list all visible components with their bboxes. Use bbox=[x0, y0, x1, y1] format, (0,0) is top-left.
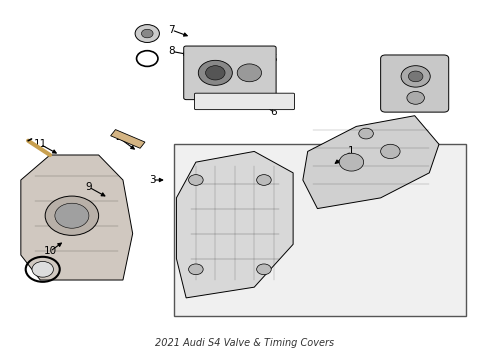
FancyBboxPatch shape bbox=[194, 93, 294, 110]
Circle shape bbox=[237, 64, 261, 82]
Circle shape bbox=[400, 66, 429, 87]
Circle shape bbox=[135, 24, 159, 42]
Circle shape bbox=[188, 175, 203, 185]
Text: 4: 4 bbox=[420, 82, 427, 92]
Text: 7: 7 bbox=[168, 25, 175, 35]
Polygon shape bbox=[110, 130, 144, 148]
Polygon shape bbox=[21, 155, 132, 280]
Text: 10: 10 bbox=[43, 247, 57, 256]
Circle shape bbox=[45, 196, 99, 235]
Circle shape bbox=[256, 175, 271, 185]
Circle shape bbox=[406, 91, 424, 104]
Text: 1: 1 bbox=[347, 147, 354, 157]
Circle shape bbox=[380, 144, 399, 158]
Circle shape bbox=[256, 264, 271, 275]
Text: 2021 Audi S4 Valve & Timing Covers: 2021 Audi S4 Valve & Timing Covers bbox=[155, 338, 333, 348]
Circle shape bbox=[339, 153, 363, 171]
FancyBboxPatch shape bbox=[183, 46, 276, 100]
Text: 11: 11 bbox=[34, 139, 47, 149]
Polygon shape bbox=[176, 152, 292, 298]
Circle shape bbox=[188, 264, 203, 275]
Circle shape bbox=[55, 203, 89, 228]
Circle shape bbox=[32, 261, 53, 277]
FancyBboxPatch shape bbox=[380, 55, 448, 112]
Text: 6: 6 bbox=[270, 107, 276, 117]
Bar bbox=[174, 144, 465, 316]
Text: 8: 8 bbox=[168, 46, 175, 57]
Text: 3: 3 bbox=[148, 175, 155, 185]
Polygon shape bbox=[302, 116, 438, 208]
Text: 2: 2 bbox=[115, 132, 121, 142]
Circle shape bbox=[407, 71, 422, 82]
Circle shape bbox=[198, 60, 232, 85]
Text: 5: 5 bbox=[270, 54, 276, 64]
Circle shape bbox=[358, 128, 372, 139]
Text: 9: 9 bbox=[85, 182, 92, 192]
Circle shape bbox=[141, 29, 153, 38]
Circle shape bbox=[205, 66, 224, 80]
